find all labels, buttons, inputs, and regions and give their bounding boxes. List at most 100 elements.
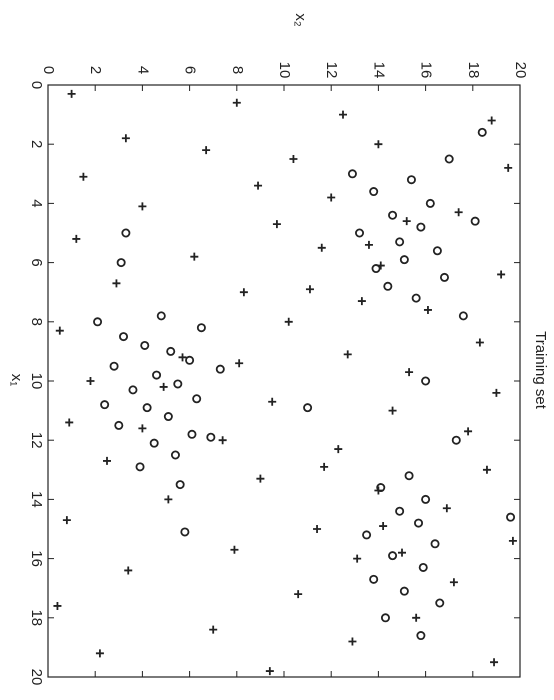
point-plus [327, 193, 336, 202]
point-circle [376, 483, 386, 493]
x2-tick-label: 14 [370, 62, 387, 79]
point-circle [347, 169, 357, 179]
x2-tick-label: 18 [465, 62, 482, 79]
x2-tick-label: 10 [276, 62, 293, 79]
point-plus [475, 338, 484, 347]
point-circle [506, 512, 516, 522]
point-plus [138, 424, 147, 433]
point-plus [178, 353, 187, 362]
point-circle [156, 311, 166, 321]
point-plus [289, 155, 298, 163]
x1-tick-label: 10 [28, 373, 45, 390]
point-circle [414, 518, 424, 528]
point-circle [406, 175, 416, 185]
point-plus [423, 305, 432, 314]
point-circle [388, 210, 398, 220]
x2-tick-label: 16 [418, 62, 435, 79]
point-circle [477, 127, 487, 137]
x1-tick-label: 0 [28, 81, 45, 89]
point-plus [379, 522, 388, 531]
point-circle [425, 198, 435, 208]
point-plus [357, 297, 366, 306]
point-circle [430, 539, 440, 549]
point-plus [239, 288, 248, 297]
x1-tick-label: 4 [28, 199, 45, 207]
point-circle [369, 187, 379, 197]
point-plus [112, 279, 121, 288]
point-plus [343, 350, 352, 359]
point-plus [454, 208, 463, 217]
point-circle [170, 450, 180, 460]
point-circle [458, 311, 468, 321]
point-plus [230, 545, 239, 554]
point-plus [67, 89, 76, 98]
point-plus [334, 445, 343, 454]
point-circle [418, 562, 428, 572]
point-plus [490, 658, 499, 667]
point-circle [404, 471, 414, 481]
point-plus [95, 649, 104, 658]
point-circle [180, 527, 190, 537]
point-plus [317, 243, 326, 252]
point-circle [187, 429, 197, 439]
point-circle [119, 332, 129, 342]
point-circle [166, 346, 176, 356]
point-plus [218, 436, 227, 445]
point-plus [72, 234, 81, 243]
x1-axis-label: x₁ [8, 374, 25, 387]
point-plus [86, 377, 95, 385]
x2-tick-label: 8 [229, 66, 246, 74]
point-circle [383, 281, 393, 291]
x2-axis-label: x₂ [292, 13, 309, 27]
point-circle [100, 400, 110, 410]
point-plus [235, 359, 244, 368]
point-circle [395, 506, 405, 516]
point-plus [62, 516, 71, 525]
point-plus [103, 456, 111, 465]
point-circle [380, 613, 390, 623]
point-plus [294, 590, 303, 599]
point-circle [142, 403, 152, 413]
point-circle [192, 394, 202, 404]
x1-tick-label: 2 [28, 140, 45, 148]
point-circle [399, 586, 409, 596]
point-circle [432, 246, 442, 256]
point-circle [140, 340, 150, 350]
point-plus [412, 613, 421, 622]
point-plus [348, 637, 357, 646]
point-circle [185, 355, 195, 365]
point-plus [53, 601, 62, 610]
x2-tick-label: 4 [134, 66, 151, 74]
point-circle [355, 228, 365, 238]
point-plus [138, 202, 147, 211]
point-circle [444, 154, 454, 164]
point-plus [464, 427, 473, 436]
point-plus [492, 388, 501, 397]
x2-tick-label: 12 [323, 62, 340, 79]
x1-tick-label: 6 [28, 258, 45, 266]
point-circle [411, 293, 421, 303]
point-circle [215, 364, 225, 374]
point-plus [268, 397, 277, 406]
x1-tick-label: 8 [28, 318, 45, 326]
point-circle [439, 272, 449, 282]
point-circle [371, 264, 381, 274]
point-circle [362, 530, 372, 540]
x1-tick-label: 16 [28, 550, 45, 567]
point-plus [497, 270, 506, 279]
point-circle [369, 574, 379, 584]
point-circle [451, 435, 461, 445]
point-circle [206, 432, 216, 442]
point-plus [320, 462, 329, 471]
point-plus [442, 504, 451, 513]
x1-tick-label: 12 [28, 432, 45, 449]
point-plus [402, 217, 411, 226]
point-plus [190, 252, 199, 261]
point-plus [284, 317, 293, 326]
x1-tick-label: 14 [28, 491, 45, 508]
point-circle [416, 631, 426, 641]
point-circle [175, 480, 185, 490]
point-plus [254, 181, 263, 190]
point-plus [313, 525, 322, 533]
